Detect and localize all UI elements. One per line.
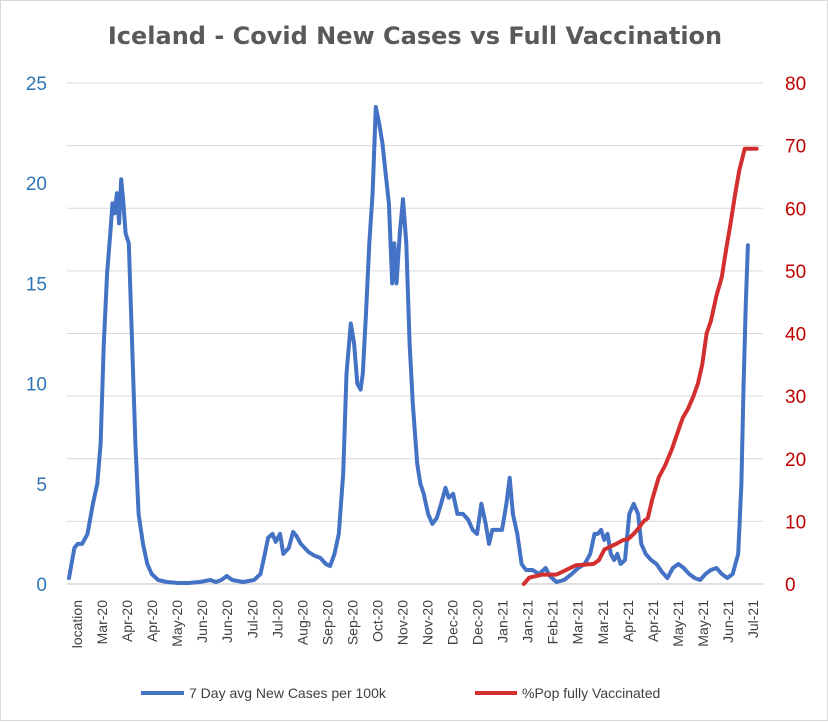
x-axis-tick-label: Jul-20 — [244, 600, 260, 638]
x-axis-tick-label: Oct-20 — [369, 600, 385, 642]
left-axis-tick-label: 10 — [26, 375, 47, 396]
x-axis-tick-label: Mar-21 — [570, 600, 586, 645]
x-axis-tick-label: Jul-21 — [745, 600, 761, 638]
right-axis-tick-label: 40 — [785, 325, 806, 346]
x-axis-tick-label: Jun-20 — [194, 600, 210, 643]
right-axis-tick-label: 70 — [785, 137, 806, 158]
chart-title: Iceland - Covid New Cases vs Full Vaccin… — [108, 22, 722, 50]
x-axis-tick-label: Jan-21 — [495, 600, 511, 643]
legend-label-vaccinated: %Pop fully Vaccinated — [522, 685, 660, 701]
x-axis-tick-label: Jun-21 — [720, 600, 736, 643]
right-axis-tick-label: 60 — [785, 199, 806, 220]
x-axis-tick-label: May-21 — [695, 600, 711, 647]
x-axis-tick-label: Apr-20 — [119, 600, 135, 642]
x-axis-tick-label: Nov-20 — [420, 600, 436, 645]
x-axis-tick-label: Feb-21 — [545, 600, 561, 645]
legend-label-cases: 7 Day avg New Cases per 100k — [189, 685, 387, 701]
x-axis-tick-label: Dec-20 — [445, 600, 461, 645]
x-axis-tick-label: May-20 — [169, 600, 185, 647]
x-axis-tick-label: Mar-20 — [94, 600, 110, 645]
series-line-cases — [67, 105, 750, 585]
left-axis-tick-label: 25 — [26, 74, 47, 95]
right-axis-tick-label: 50 — [785, 262, 806, 283]
x-axis-tick-label: Jun-20 — [219, 600, 235, 643]
series-line-vaccinated — [521, 146, 759, 586]
x-axis-tick-label: May-21 — [670, 600, 686, 647]
x-axis-tick-label: Apr-20 — [144, 600, 160, 642]
left-axis-tick-label: 0 — [36, 575, 47, 596]
right-axis-tick-label: 80 — [785, 74, 806, 95]
x-axis-tick-label: Dec-20 — [470, 600, 486, 645]
x-axis-tick-label: Aug-20 — [294, 600, 310, 645]
left-axis-tick-label: 5 — [36, 475, 47, 496]
left-axis-tick-label: 15 — [26, 274, 47, 295]
left-axis-tick-label: 20 — [26, 174, 47, 195]
x-axis-tick-label: Nov-20 — [394, 600, 410, 645]
x-axis-tick-label: Jan-21 — [520, 600, 536, 643]
x-axis-tick-label: Apr-21 — [645, 600, 661, 642]
x-axis-tick-label: location — [69, 600, 85, 648]
x-axis-ticks: location Mar-20 Apr-20 Apr-20 May-20 Jun-20 Ju… — [69, 600, 761, 648]
right-axis-tick-label: 20 — [785, 450, 806, 471]
legend: 7 Day avg New Cases per 100k %Pop fully … — [141, 685, 660, 701]
x-axis-tick-label: Jul-20 — [269, 600, 285, 638]
x-axis-tick-label: Sep-20 — [319, 600, 335, 645]
left-axis-ticks: 0 5 10 15 20 25 — [26, 74, 47, 596]
right-axis-tick-label: 10 — [785, 512, 806, 533]
gridlines — [67, 82, 763, 522]
right-axis-tick-label: 30 — [785, 387, 806, 408]
x-axis-tick-label: Sep-20 — [344, 600, 360, 645]
x-axis-tick-label: Apr-21 — [620, 600, 636, 642]
right-axis-ticks: 0 10 20 30 40 50 60 70 80 — [785, 74, 806, 596]
x-axis-tick-label: Mar-21 — [595, 600, 611, 645]
right-axis-tick-label: 0 — [785, 575, 796, 596]
series-group — [67, 105, 759, 586]
